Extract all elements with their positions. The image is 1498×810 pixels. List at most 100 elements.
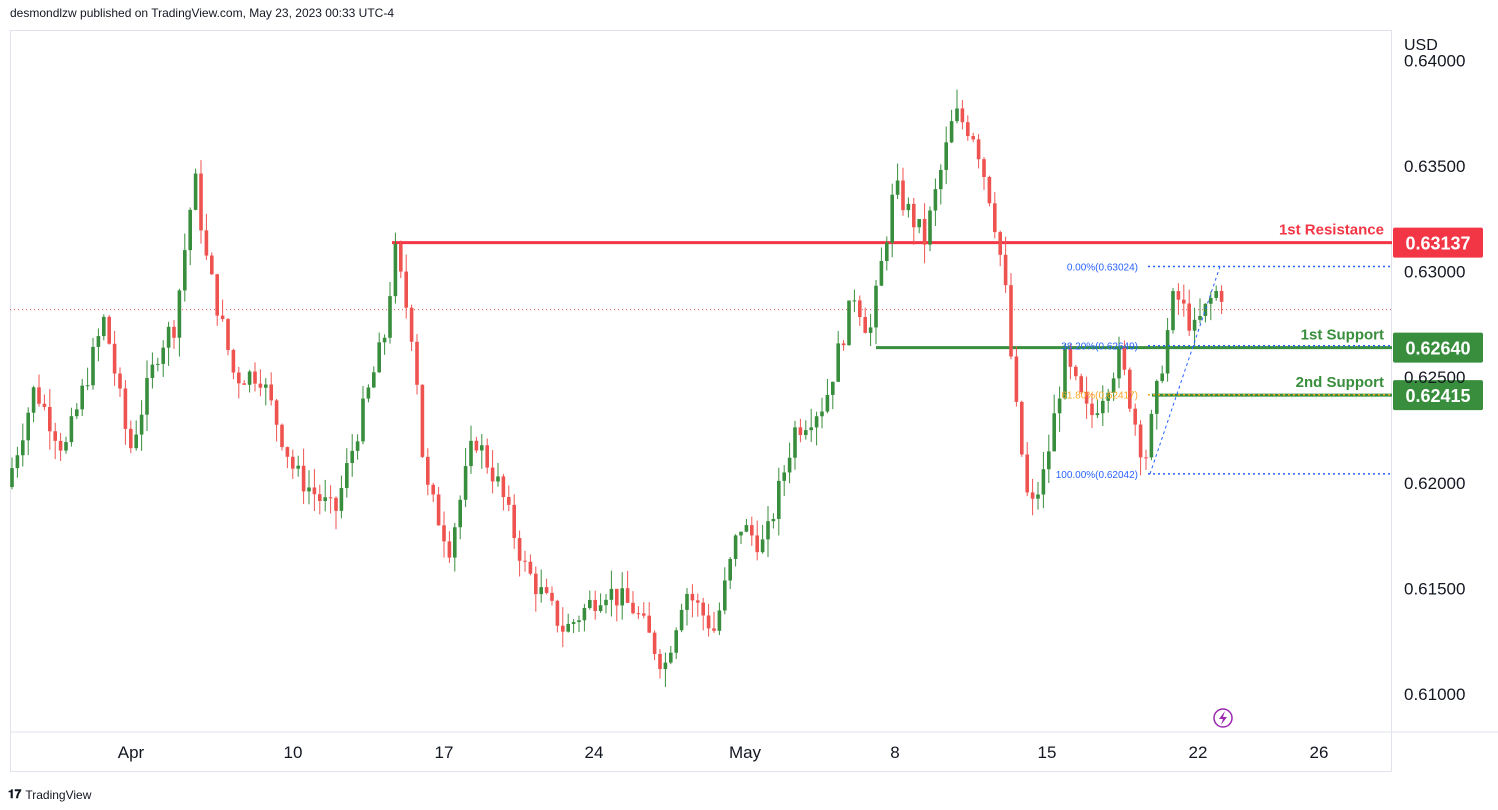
candle-body: [31, 387, 36, 413]
candle-body: [193, 173, 198, 210]
candle-body: [258, 383, 263, 388]
candle-body: [1014, 356, 1019, 402]
candle-body: [204, 230, 209, 256]
candle-body: [663, 662, 668, 670]
candle-body: [58, 440, 63, 451]
candle-body: [96, 336, 101, 347]
candle-body: [274, 400, 279, 425]
candle-body: [118, 373, 122, 389]
candle-body: [1095, 413, 1100, 416]
candle-body: [647, 615, 651, 633]
candle-body: [593, 599, 597, 611]
candle-body: [1111, 378, 1116, 393]
candle-body: [1074, 366, 1078, 377]
candle-body: [1068, 348, 1073, 367]
candle-body: [928, 210, 932, 245]
candle-body: [361, 398, 365, 442]
candle-body: [507, 497, 511, 505]
candle-body: [69, 416, 74, 443]
fibonacci-retracement: 0.00%(0.63024) 38.20%(0.62649) 61.80%(0.62…: [1056, 263, 1390, 481]
y-tick-label: 0.64000: [1404, 51, 1465, 70]
candle-body: [247, 371, 252, 385]
candle-body: [971, 136, 975, 140]
candle-body: [555, 600, 560, 626]
fib-label: 38.20%(0.62649): [1061, 342, 1138, 353]
x-tick-label: 24: [585, 743, 604, 762]
candle-body: [15, 455, 20, 469]
lightning-icon[interactable]: [1213, 708, 1233, 728]
candle-body: [1063, 348, 1067, 399]
candle-body: [847, 300, 851, 346]
plot-area[interactable]: [10, 30, 1392, 772]
candle-body: [1047, 451, 1051, 470]
candle-body: [993, 203, 997, 233]
candle-body: [269, 384, 273, 401]
candle-body: [939, 169, 943, 190]
candle-body: [1079, 376, 1083, 392]
candle-body: [1203, 303, 1208, 316]
candle-body: [744, 525, 749, 532]
candle-body: [620, 588, 624, 606]
candle-body: [42, 403, 47, 407]
candle-body: [1084, 391, 1089, 404]
candle-body: [868, 327, 873, 333]
candle-body: [350, 450, 354, 464]
tradingview-logo-text: TradingView: [25, 787, 92, 802]
candle-body: [777, 480, 781, 519]
candle-body: [215, 274, 219, 316]
candle-body: [512, 504, 516, 539]
candle-body: [1041, 469, 1046, 495]
candle-body: [539, 587, 543, 595]
candle-body: [750, 525, 754, 536]
candle-body: [1128, 369, 1132, 409]
candle-body: [415, 341, 419, 385]
tradingview-footer[interactable]: 𝟏𝟕 TradingView: [8, 787, 91, 802]
candle-body: [242, 383, 246, 385]
candle-body: [166, 326, 171, 348]
level-price-tag: [1393, 332, 1483, 363]
candle-body: [1122, 347, 1127, 370]
level-label: 1st Support: [1301, 327, 1384, 344]
x-tick-label: Apr: [118, 743, 145, 762]
candle-body: [669, 652, 673, 663]
candle-body: [496, 476, 500, 482]
candle-body: [685, 593, 689, 610]
candle-body: [766, 521, 770, 540]
candle-body: [1149, 413, 1154, 458]
fib-trendline: [1149, 266, 1221, 475]
candle-body: [145, 378, 149, 415]
candle-body: [1036, 494, 1040, 499]
y-tick-label: 0.61500: [1404, 579, 1465, 598]
candle-body: [463, 466, 468, 500]
candle-body: [431, 484, 435, 495]
candle-body: [1090, 403, 1094, 416]
candle-body: [253, 371, 257, 384]
x-tick-label: 26: [1310, 743, 1329, 762]
candle-body: [436, 494, 441, 526]
candle-body: [609, 588, 614, 600]
candle-body: [642, 613, 646, 616]
candle-body: [1057, 398, 1062, 414]
currency-label: USD: [1404, 37, 1438, 54]
candle-body: [469, 440, 473, 467]
support-resistance-levels: 1st Resistance 0.63137 1st Support 0.62640 2…: [10, 222, 1483, 411]
fib-label: 100.00%(0.62042): [1056, 470, 1138, 481]
candle-body: [474, 440, 479, 451]
candle-body: [280, 424, 284, 448]
candle-body: [544, 587, 549, 593]
candle-body: [631, 602, 635, 614]
candle-body: [598, 605, 603, 611]
candle-body: [426, 456, 430, 485]
candle-body: [636, 613, 641, 615]
candle-body: [836, 343, 840, 382]
candle-body: [874, 285, 878, 328]
candle-body: [85, 385, 90, 387]
candle-body: [1030, 492, 1035, 499]
candle-body: [814, 416, 819, 428]
candle-body: [534, 573, 538, 595]
candle-body: [37, 387, 41, 404]
x-tick-label: May: [729, 743, 762, 762]
candle-body: [517, 538, 522, 561]
